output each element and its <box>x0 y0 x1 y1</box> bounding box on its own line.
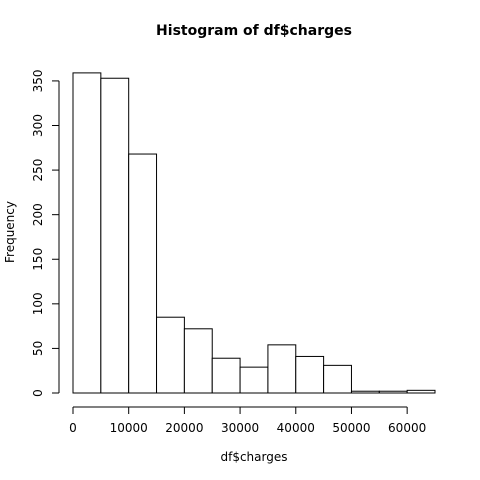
histogram-bar <box>239 366 269 394</box>
chart-title: Histogram of df$charges <box>156 23 352 39</box>
y-tick-label: 350 <box>31 69 45 92</box>
histogram-bar <box>323 364 352 394</box>
histogram-bar <box>156 316 185 394</box>
x-axis: 0 10000 20000 30000 40000 50000 60000 <box>69 406 426 435</box>
y-tick-label: 100 <box>31 292 45 315</box>
x-tick-label: 40000 <box>277 421 315 435</box>
histogram-bar <box>100 77 130 394</box>
histogram-bar <box>183 328 213 394</box>
histogram-bar <box>72 72 102 394</box>
histogram-bar <box>295 355 325 394</box>
y-axis: 0 50 100 150 200 250 300 350 <box>31 69 60 397</box>
x-tick-label: 10000 <box>110 421 148 435</box>
y-tick-label: 0 <box>31 389 45 397</box>
histogram-bar <box>128 153 158 394</box>
histogram-bar <box>406 389 436 394</box>
y-axis-label: Frequency <box>3 201 17 263</box>
histogram-bar <box>350 390 380 394</box>
x-tick-label: 30000 <box>221 421 259 435</box>
x-axis-label: df$charges <box>220 450 287 464</box>
histogram-bar <box>211 357 241 394</box>
x-tick-label: 20000 <box>165 421 203 435</box>
y-tick-label: 250 <box>31 159 45 182</box>
x-tick-label: 0 <box>69 421 77 435</box>
x-tick-label: 50000 <box>332 421 370 435</box>
histogram-bar <box>378 390 408 394</box>
bars-group <box>72 72 436 394</box>
histogram-bar <box>267 344 297 394</box>
y-tick-label: 200 <box>31 203 45 226</box>
x-tick-label: 60000 <box>388 421 426 435</box>
y-tick-label: 150 <box>31 248 45 271</box>
y-tick-label: 300 <box>31 114 45 137</box>
y-tick-label: 50 <box>31 341 45 356</box>
